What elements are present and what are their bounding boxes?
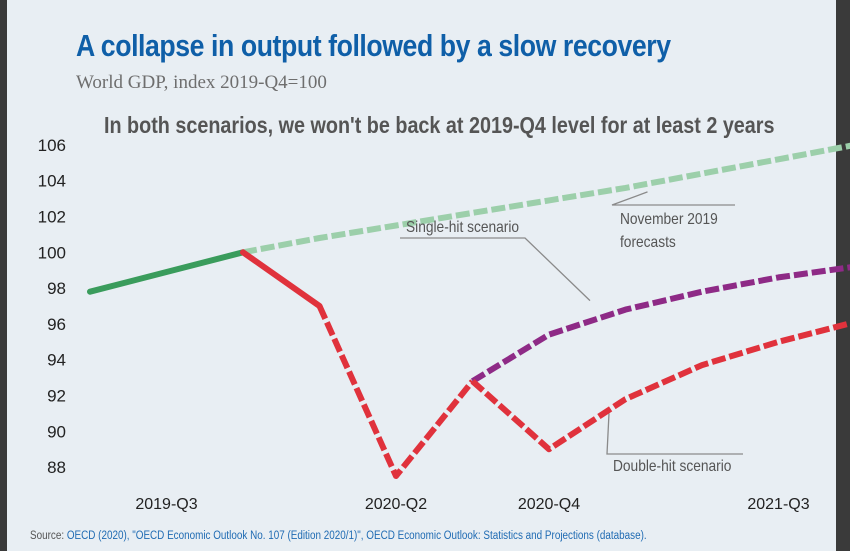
series-line-1 [242, 142, 850, 256]
headline-annotation: In both scenarios, we won't be back at 2… [104, 113, 775, 139]
y-tick-label: 90 [47, 422, 66, 441]
series-line-2 [240, 249, 323, 309]
y-axis: 88 90 92 94 96 98 100 102 104 106 [38, 136, 66, 477]
annotation-forecast-line2: forecasts [620, 233, 676, 251]
leader-forecast [611, 191, 735, 206]
annotation-double-hit: Double-hit scenario [613, 457, 731, 475]
window-border-left [0, 0, 7, 551]
y-tick-label: 102 [38, 208, 66, 227]
y-tick-label: 100 [38, 243, 66, 262]
annotation-forecast-line1: November 2019 [620, 210, 718, 228]
window-border-right [836, 0, 850, 551]
x-tick-label: 2020-Q4 [518, 496, 580, 513]
series-line-3 [316, 304, 475, 479]
series-line-0 [87, 249, 246, 295]
annotation-single-hit: Single-hit scenario [406, 218, 519, 236]
series-line-4 [470, 264, 850, 384]
y-tick-label: 98 [47, 279, 66, 298]
x-tick-label: 2020-Q2 [365, 496, 427, 513]
y-tick-label: 94 [47, 351, 66, 370]
x-axis: 2019-Q3 2020-Q2 2020-Q4 2021-Q3 [135, 496, 809, 513]
series-lines [87, 142, 850, 479]
x-tick-label: 2021-Q3 [747, 496, 809, 513]
annotation-leaders [400, 191, 743, 455]
x-tick-label: 2019-Q3 [135, 496, 197, 513]
y-tick-label: 92 [47, 386, 66, 405]
chart-subtitle: World GDP, index 2019-Q4=100 [76, 72, 327, 93]
series-line-5 [470, 320, 850, 453]
source-note: Source: OECD (2020), "OECD Economic Outl… [30, 530, 647, 542]
chart-title: A collapse in output followed by a slow … [76, 28, 671, 63]
y-tick-label: 106 [38, 136, 66, 155]
leader-double-hit [606, 413, 743, 455]
source-text: OECD (2020), "OECD Economic Outlook No. … [66, 530, 647, 542]
y-tick-label: 96 [47, 315, 66, 334]
source-prefix: Source: [30, 530, 67, 542]
leader-single-hit [400, 237, 591, 302]
y-tick-label: 104 [38, 172, 66, 191]
y-tick-label: 88 [47, 458, 66, 477]
